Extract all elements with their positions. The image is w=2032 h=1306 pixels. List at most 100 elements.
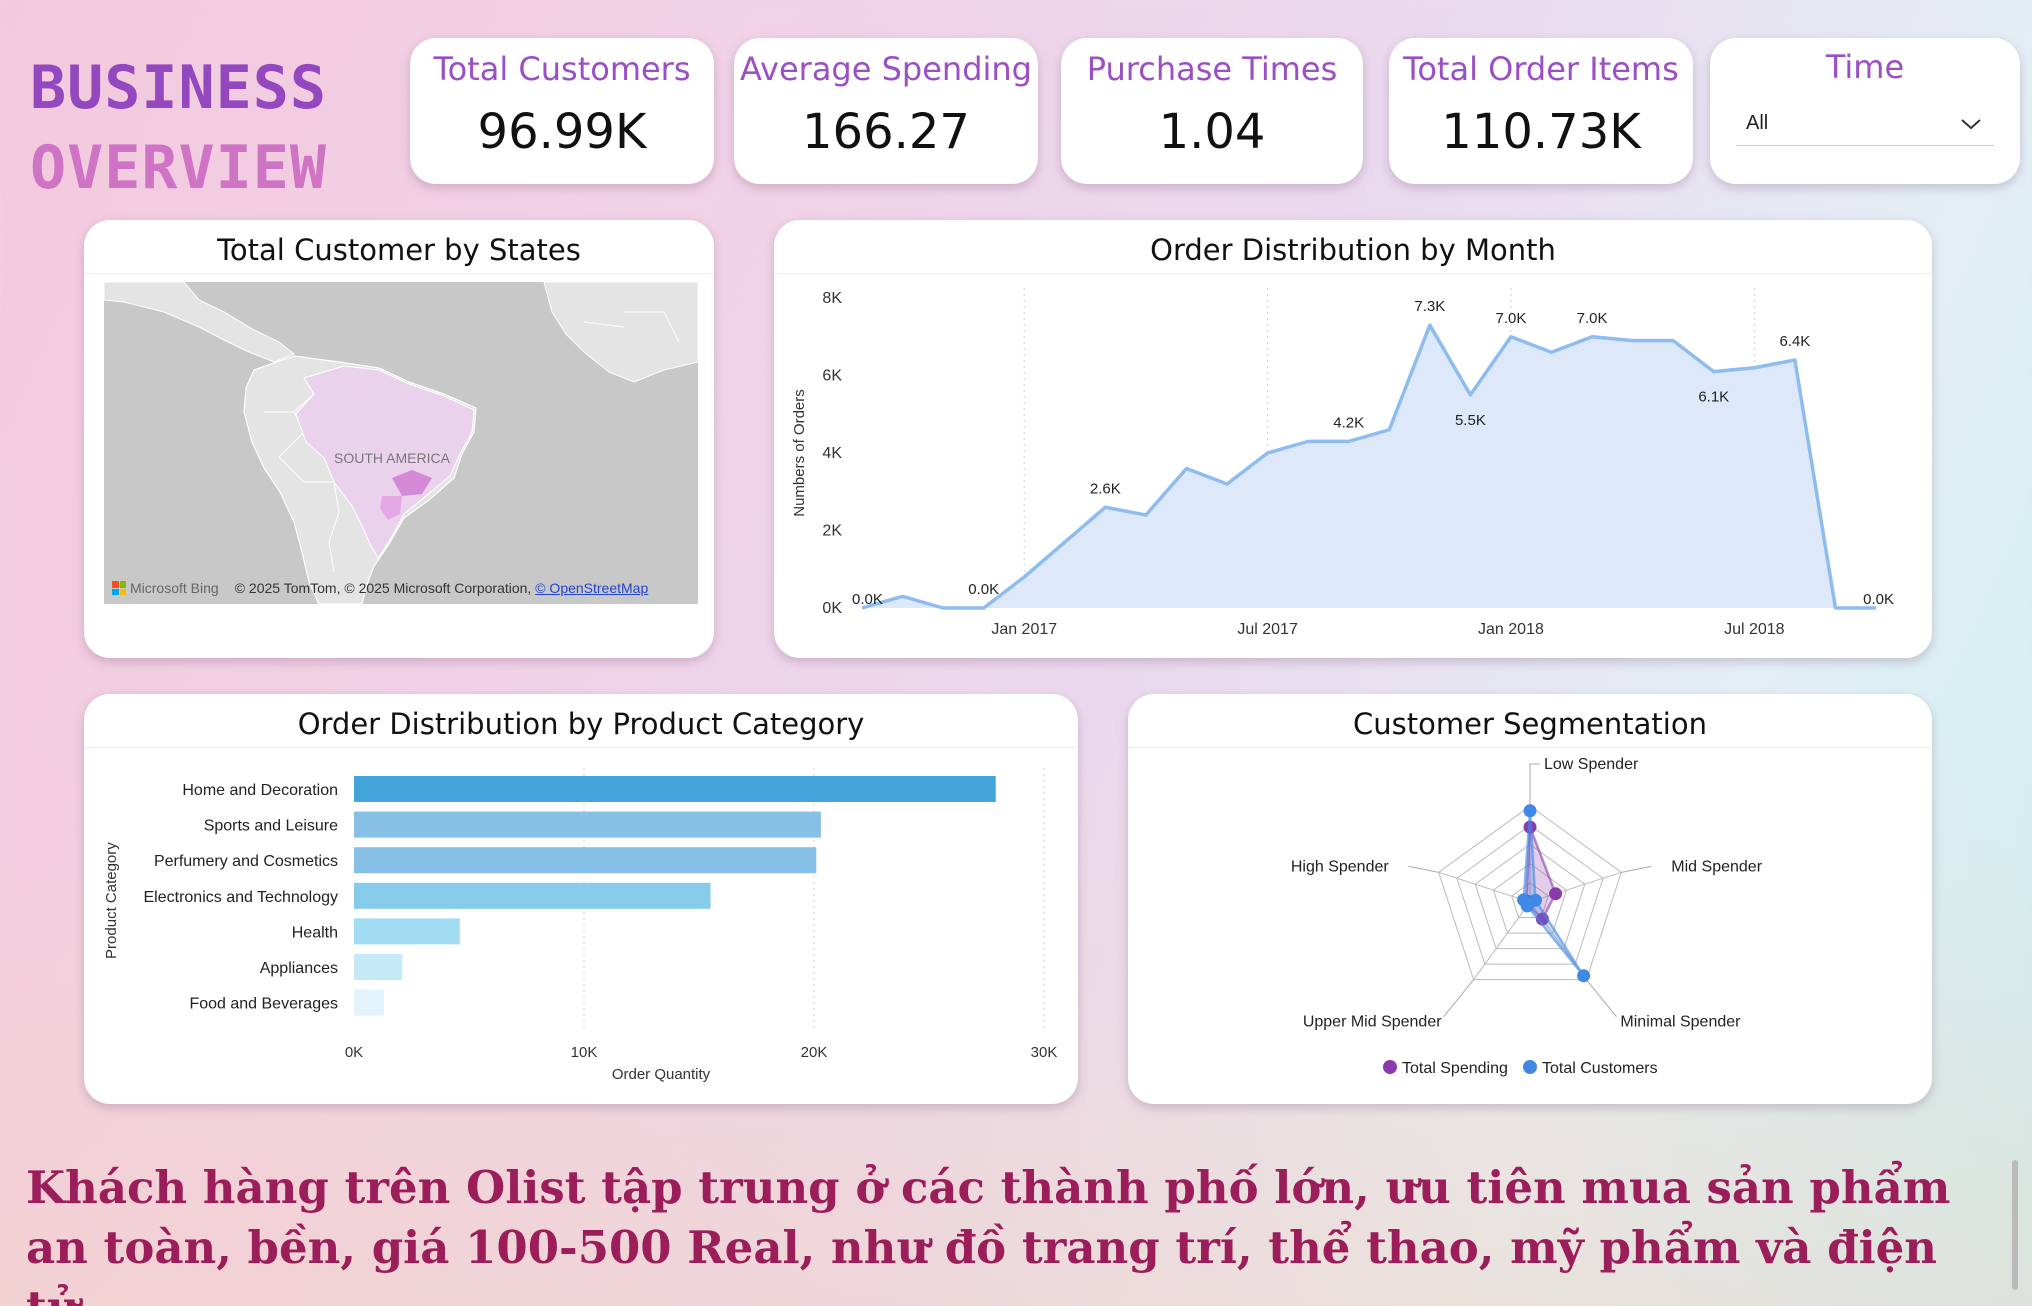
bar: [354, 811, 821, 838]
order-by-category-panel: Order Distribution by Product Category 0…: [84, 694, 1078, 1104]
bar: [354, 847, 817, 874]
data-label: 0.0K: [1863, 591, 1894, 608]
bar: [354, 954, 403, 980]
openstreetmap-link[interactable]: © OpenStreetMap: [535, 580, 649, 596]
radar-ring: [1456, 824, 1604, 965]
y-axis-title: Product Category: [103, 842, 120, 959]
x-tick-label: 30K: [1031, 1044, 1058, 1061]
order-by-month-chart[interactable]: 0K 2K 4K 6K 8K Jan 2017 Jul 2017 Jan 2018 Jul 20…: [774, 220, 1932, 658]
radar-ring: [1474, 843, 1586, 950]
x-tick-label: 0K: [345, 1044, 363, 1061]
data-label: 5.5K: [1455, 412, 1486, 429]
data-label: 4.2K: [1333, 414, 1364, 431]
radar-axis-label: High Spender: [1291, 858, 1390, 875]
x-tick-label: Jan 2018: [1478, 621, 1544, 638]
kpi-card-average-spending[interactable]: Average Spending 166.27: [734, 38, 1038, 184]
category-label: Health: [292, 924, 338, 941]
label-leader: [1621, 865, 1652, 873]
kpi-card-purchase-times[interactable]: Purchase Times 1.04: [1061, 38, 1363, 184]
radar-series-area: [1522, 810, 1585, 977]
customer-segmentation-chart[interactable]: Low Spender Mid Spender Minimal Spender Upp…: [1128, 694, 1932, 1104]
title-line-2: OVERVIEW: [30, 133, 327, 203]
category-label: Home and Decoration: [182, 782, 338, 799]
legend-marker: [1523, 1060, 1537, 1074]
data-label: 6.1K: [1698, 389, 1729, 406]
kpi-value: 166.27: [802, 104, 970, 160]
category-label: Sports and Leisure: [204, 818, 338, 835]
x-tick-label: Jul 2017: [1237, 621, 1298, 638]
map-panel-title: Total Customer by States: [84, 220, 714, 274]
kpi-label: Purchase Times: [1086, 50, 1338, 88]
radar-ring: [1492, 862, 1568, 934]
bar: [354, 882, 711, 909]
time-slicer: Time All: [1710, 38, 2020, 184]
x-tick-label: Jul 2018: [1724, 621, 1785, 638]
category-panel-title: Order Distribution by Product Category: [84, 694, 1078, 748]
kpi-value: 110.73K: [1441, 104, 1641, 160]
radar-spoke: [1529, 871, 1622, 903]
bing-label: Microsoft Bing: [130, 580, 219, 596]
bar: [354, 989, 384, 1016]
segment-panel-title: Customer Segmentation: [1128, 694, 1932, 748]
microsoft-logo-icon: [112, 581, 126, 595]
month-panel-title: Order Distribution by Month: [774, 220, 1932, 274]
kpi-card-total-order-items[interactable]: Total Order Items 110.73K: [1389, 38, 1693, 184]
category-label: Perfumery and Cosmetics: [154, 853, 338, 870]
bar: [354, 776, 996, 802]
page-title: BUSINESS OVERVIEW: [30, 48, 327, 208]
time-dropdown-value: All: [1746, 112, 1769, 134]
kpi-value: 96.99K: [477, 104, 647, 160]
customer-segmentation-panel: Customer Segmentation Low Spender Mid Spe…: [1128, 694, 1932, 1104]
radar-axis-label: Low Spender: [1544, 756, 1639, 773]
radar-axis-label: Upper Mid Spender: [1303, 1014, 1442, 1031]
category-label: Electronics and Technology: [144, 889, 339, 906]
label-leader: [1443, 979, 1474, 1017]
label-leader: [1586, 979, 1617, 1017]
order-by-category-chart[interactable]: 0K 10K 20K 30K Home and Decoration Sports and…: [84, 694, 1078, 1104]
title-line-1: BUSINESS: [30, 53, 327, 123]
data-label: 2.6K: [1090, 480, 1121, 497]
y-tick-label: 2K: [822, 523, 842, 540]
legend-label: Total Customers: [1542, 1060, 1658, 1077]
radar-axis-label: Minimal Spender: [1620, 1014, 1741, 1031]
x-tick-label: 20K: [801, 1044, 828, 1061]
radar-spoke: [1438, 871, 1531, 903]
series-line: [861, 323, 1876, 610]
kpi-value: 1.04: [1158, 104, 1266, 160]
legend-marker: [1383, 1060, 1397, 1074]
map-copyright: © 2025 TomTom, © 2025 Microsoft Corporat…: [234, 580, 532, 596]
radar-ring: [1438, 805, 1622, 981]
radar-axis-label: Mid Spender: [1671, 858, 1762, 875]
order-by-month-panel: Order Distribution by Month 0K 2K 4K 6K 8K Ja…: [774, 220, 1932, 658]
map-panel: Total Customer by States SOUTH AMERICA: [84, 220, 714, 658]
label-leader: [1529, 763, 1540, 806]
vertical-scrollbar[interactable]: [2012, 1160, 2018, 1290]
radar-point: [1549, 887, 1563, 901]
data-label: 7.0K: [1577, 310, 1608, 327]
kpi-label: Total Order Items: [1403, 50, 1679, 88]
time-slicer-label: Time: [1825, 48, 1905, 86]
data-label: 0.0K: [968, 581, 999, 598]
y-axis-title: Numbers of Orders: [791, 389, 808, 517]
y-tick-label: 8K: [822, 290, 842, 307]
radar-point: [1517, 893, 1531, 907]
radar-spoke: [1473, 901, 1531, 980]
radar-point: [1577, 969, 1591, 983]
x-tick-label: 10K: [571, 1044, 598, 1061]
map-attribution: Microsoft Bing © 2025 TomTom, © 2025 Mic…: [112, 580, 648, 596]
x-axis-title: Order Quantity: [612, 1066, 711, 1083]
bing-logo: Microsoft Bing: [112, 580, 219, 596]
chevron-down-icon: [1961, 118, 1981, 129]
data-label: 0.0K: [852, 591, 883, 608]
x-tick-label: Jan 2017: [991, 621, 1057, 638]
category-label: Food and Beverages: [189, 996, 338, 1013]
y-tick-label: 0K: [822, 600, 842, 617]
time-dropdown[interactable]: All: [1736, 102, 1994, 146]
area-fill: [862, 325, 1876, 608]
kpi-label: Average Spending: [740, 50, 1032, 88]
data-label: 6.4K: [1779, 333, 1810, 350]
legend-label: Total Spending: [1402, 1060, 1508, 1077]
customer-map[interactable]: SOUTH AMERICA Microsoft Bing © 2025 TomT…: [104, 282, 698, 604]
kpi-card-total-customers[interactable]: Total Customers 96.99K: [410, 38, 714, 184]
y-tick-label: 4K: [822, 445, 842, 462]
